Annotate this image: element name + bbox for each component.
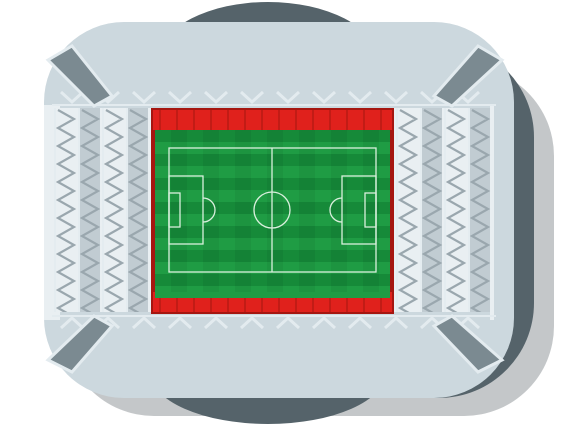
pitch-stripe-vertical	[267, 130, 283, 292]
pitch-stripe-vertical	[171, 130, 187, 292]
pitch-stripe-vertical	[299, 130, 315, 292]
pitch-stripe-vertical	[235, 130, 251, 292]
football-pitch	[155, 130, 390, 298]
pitch-stripe-vertical	[331, 130, 347, 292]
seats-top	[153, 110, 392, 130]
pitch-stripe-vertical	[203, 130, 219, 292]
